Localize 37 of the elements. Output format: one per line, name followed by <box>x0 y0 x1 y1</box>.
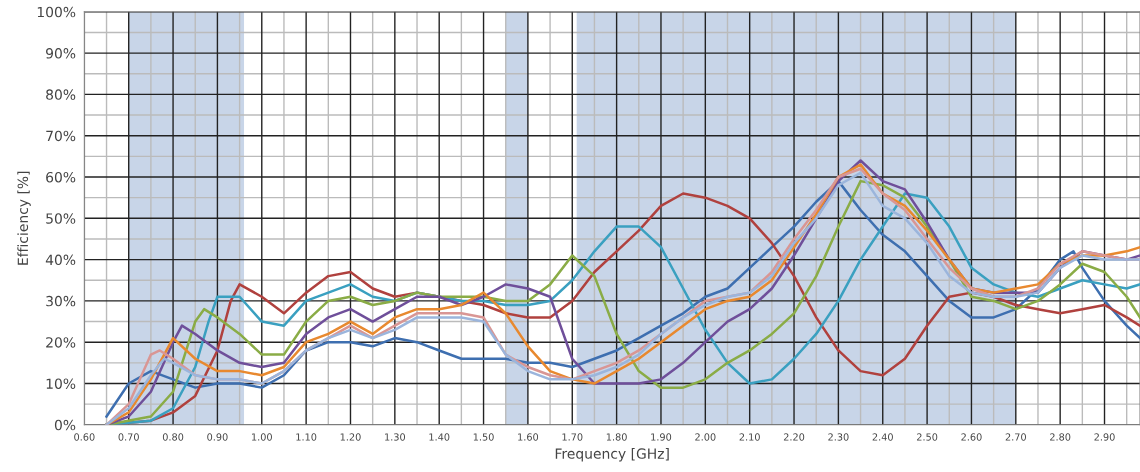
y-tick-label: 40% <box>45 254 76 266</box>
x-axis-title: Frequency [GHz] <box>555 448 669 462</box>
x-tick-label: 0.90 <box>207 433 228 441</box>
y-tick-label: 50% <box>46 213 76 224</box>
x-tick-label: 2.60 <box>961 433 982 441</box>
x-tick-label: 1.30 <box>385 433 406 441</box>
x-tick-label: 1.90 <box>651 433 672 441</box>
x-tick-label: 1.50 <box>473 433 494 441</box>
y-axis-title: Efficiency [%] <box>17 171 31 265</box>
x-tick-label: 1.40 <box>429 433 450 441</box>
x-tick-label: 2.70 <box>1005 433 1026 441</box>
y-tick-label: 80% <box>46 89 76 100</box>
x-tick-label: 1.70 <box>562 433 583 441</box>
x-tick-label: 1.20 <box>340 433 361 441</box>
x-tick-label: 2.30 <box>828 433 849 441</box>
y-tick-label: 0% <box>54 419 76 431</box>
x-tick-label: 2.90 <box>1094 433 1115 441</box>
y-tick-label: 10% <box>46 378 76 389</box>
y-tick-label: 30% <box>46 295 76 307</box>
x-tick-label: 0.80 <box>162 433 184 441</box>
x-tick-label: 2.00 <box>695 433 716 441</box>
x-tick-label: 2.20 <box>783 433 805 441</box>
y-tick-label: 20% <box>46 337 76 348</box>
y-tick-label: 90% <box>46 48 76 59</box>
x-tick-label: 2.10 <box>739 433 760 441</box>
x-tick-label: 0.60 <box>74 433 95 441</box>
x-tick-label: 2.40 <box>872 433 893 441</box>
x-tick-label: 1.00 <box>252 433 272 441</box>
x-tick-label: 2.50 <box>916 433 938 441</box>
y-tick-label: 60% <box>46 171 76 183</box>
y-tick-label: 70% <box>46 130 76 142</box>
x-tick-label: 1.10 <box>296 433 317 441</box>
x-tick-label: 2.80 <box>1050 433 1071 441</box>
x-tick-label: 1.80 <box>606 433 627 441</box>
x-tick-label: 0.70 <box>118 433 139 441</box>
y-tick-label: 100% <box>37 6 76 18</box>
x-tick-label: 1.60 <box>518 433 539 441</box>
